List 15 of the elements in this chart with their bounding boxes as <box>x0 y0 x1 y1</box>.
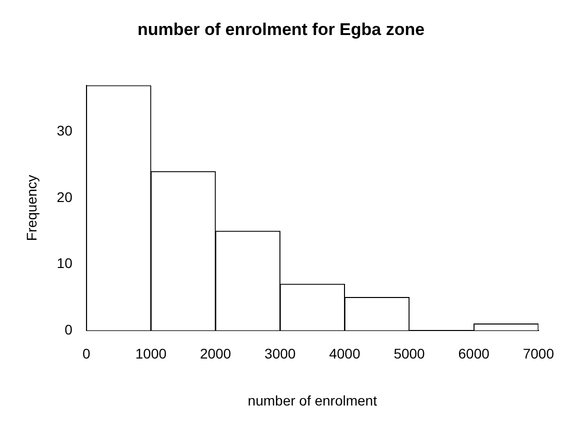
x-tick-label: 2000 <box>200 346 232 362</box>
x-tick-label: 6000 <box>458 346 490 362</box>
x-tick-label: 0 <box>82 346 90 362</box>
y-axis-title: Frequency <box>23 174 40 241</box>
x-tick-label: 7000 <box>522 346 554 362</box>
y-tick-label: 30 <box>56 122 73 139</box>
x-tick-label: 4000 <box>329 346 360 362</box>
x-tick-label: 5000 <box>394 346 426 362</box>
y-tick-label: 0 <box>64 321 73 338</box>
chart-title: number of enrolment for Egba zone <box>137 20 425 39</box>
x-tick-label: 3000 <box>264 346 296 362</box>
y-tick-label: 10 <box>56 255 73 272</box>
x-axis-title: number of enrolment <box>248 392 378 408</box>
x-tick-label: 1000 <box>135 346 167 362</box>
y-tick-label: 20 <box>56 188 73 205</box>
